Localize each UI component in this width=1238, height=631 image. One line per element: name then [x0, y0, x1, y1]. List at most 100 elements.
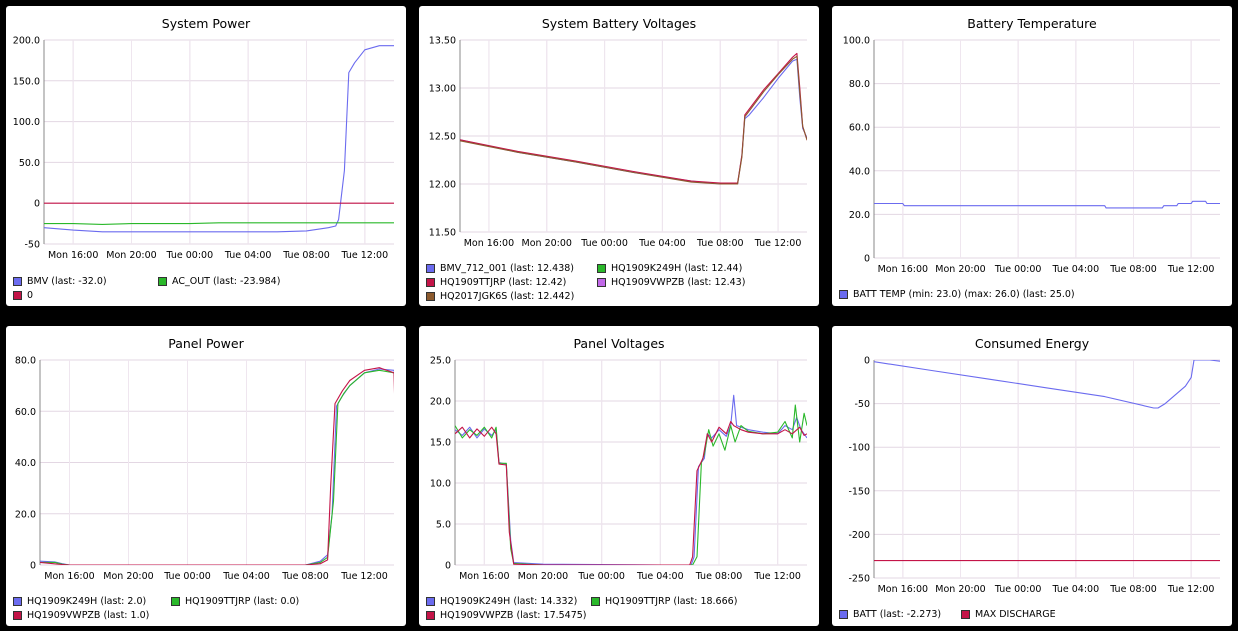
legend-label: HQ1909VWPZB (last: 17.5475)	[440, 610, 587, 621]
chart-title: System Power	[161, 16, 251, 31]
grid	[460, 39, 807, 233]
legend-item[interactable]: BMV_712_001 (last: 12.438)	[426, 262, 597, 275]
legend-item[interactable]: HQ1909TTJRP (last: 18.666)	[591, 595, 791, 608]
chart-panel-voltages[interactable]: 0 5.0 10.0 15.0 20.0 25.0 Mon 16:00 Mon 20:00 Tu…	[419, 326, 819, 626]
chart-title: System Battery Voltages	[541, 16, 697, 31]
x-tick-label: Mon 20:00	[103, 571, 153, 582]
legend-swatch	[13, 597, 22, 606]
legend-item[interactable]: MAX DISCHARGE	[961, 608, 1161, 621]
y-tick-label: 0	[34, 199, 40, 210]
chart-title: Panel Power	[168, 336, 244, 351]
y-tick-label: 12.00	[429, 180, 456, 191]
legend-label: HQ1909TTJRP (last: 0.0)	[185, 596, 300, 607]
y-tick-label: 13.00	[429, 84, 456, 95]
legend-swatch	[839, 610, 848, 619]
legend-item[interactable]: HQ1909VWPZB (last: 12.43)	[597, 276, 797, 289]
legend-item[interactable]: 0	[13, 289, 158, 302]
y-tick-label: -50	[24, 240, 40, 251]
y-tick-label: 100.0	[13, 117, 40, 128]
chart-title: Battery Temperature	[967, 16, 1097, 31]
x-tick-label: Tue 08:00	[696, 238, 744, 249]
legend-item[interactable]: BATT TEMP (min: 23.0) (max: 26.0) (last:…	[839, 288, 1139, 301]
chart-legend: BMV (last: -32.0) AC_OUT (last: -23.984) 0	[13, 275, 358, 302]
x-tick-label: Mon 16:00	[878, 264, 928, 275]
chart-legend: BMV_712_001 (last: 12.438) HQ1909K249H (l…	[426, 262, 797, 303]
chart-title: Consumed Energy	[974, 336, 1090, 351]
x-tick-label: Tue 08:00	[282, 250, 330, 261]
x-tick-label: Tue 08:00	[1109, 584, 1157, 595]
chart-system-battery-voltages[interactable]: 11.50 12.00 12.50 13.00 13.50 Mon 16:00 Mon 20…	[419, 6, 819, 306]
x-tick-label: Mon 16:00	[464, 238, 514, 249]
legend-item[interactable]: HQ1909K249H (last: 14.332)	[426, 595, 591, 608]
legend-item[interactable]: AC_OUT (last: -23.984)	[158, 275, 358, 288]
y-tick-label: 60.0	[849, 123, 870, 134]
legend-swatch	[426, 611, 435, 620]
chart-battery-temperature[interactable]: 0 20.0 40.0 60.0 80.0 100.0 Mon 16:00 Mon 20:00…	[832, 6, 1232, 306]
legend-item[interactable]: HQ1909VWPZB (last: 1.0)	[13, 609, 171, 622]
legend-swatch	[597, 264, 606, 273]
x-tick-label: Tue 12:00	[1167, 264, 1215, 275]
series-group	[874, 200, 1220, 209]
x-tick-label: Mon 20:00	[106, 250, 156, 261]
x-tick-label: Tue 04:00	[222, 571, 270, 582]
chart-panel-power[interactable]: 0 20.0 40.0 60.0 80.0 Mon 16:00 Mon 20:00 Tue 0…	[6, 326, 406, 626]
y-tick-label: 0	[30, 561, 36, 572]
grid	[874, 39, 1220, 259]
legend-label: BMV_712_001 (last: 12.438)	[440, 263, 575, 274]
y-tick-label: 40.0	[849, 166, 870, 177]
legend-label: HQ1909VWPZB (last: 1.0)	[27, 610, 150, 621]
x-tick-label: Tue 12:00	[753, 571, 801, 582]
y-tick-label: 20.0	[15, 509, 36, 520]
x-tick-label: Tue 00:00	[577, 571, 625, 582]
legend-swatch	[171, 597, 180, 606]
legend-label: HQ1909VWPZB (last: 12.43)	[611, 277, 746, 288]
panel-panel-power: Panel Power 0 20.0 40.0 60.0 80.0 Mon 16:00 Mo…	[6, 326, 406, 626]
x-tick-label: Mon 16:00	[878, 584, 928, 595]
grid	[44, 39, 394, 245]
x-tick-label: Tue 12:00	[754, 238, 802, 249]
legend-label: BMV (last: -32.0)	[27, 276, 107, 287]
y-tick-label: 150.0	[13, 76, 40, 87]
legend-item[interactable]: BATT (last: -2.273)	[839, 608, 961, 621]
chart-legend: BATT (last: -2.273) MAX DISCHARGE	[839, 608, 1161, 621]
grid	[874, 359, 1220, 579]
chart-system-power[interactable]: -50 0 50.0 100.0 150.0 200.0 Mon 16:00 Mon 20:0…	[6, 6, 406, 306]
legend-swatch	[426, 264, 435, 273]
y-tick-label: 10.0	[430, 479, 451, 490]
y-tick-label: 13.50	[429, 36, 456, 47]
chart-consumed-energy[interactable]: -250 -200 -150 -100 -50 0 Mon 16:00 Mon 20:00 Tu…	[832, 326, 1232, 626]
series-line	[874, 200, 1220, 209]
legend-item[interactable]: HQ1909TTJRP (last: 12.42)	[426, 276, 597, 289]
y-tick-label: -150	[848, 486, 870, 497]
legend-swatch	[426, 292, 435, 301]
panel-system-power: System Power -50 0 50.0 100.0 150.0 200.0 Mon …	[6, 6, 406, 306]
legend-label: BATT (last: -2.273)	[853, 609, 942, 620]
y-tick-label: 15.0	[430, 438, 451, 449]
legend-item[interactable]: HQ1909VWPZB (last: 17.5475)	[426, 609, 591, 622]
series-line	[874, 360, 1220, 409]
x-tick-label: Tue 04:00	[636, 571, 684, 582]
series-line	[455, 404, 807, 565]
legend-item[interactable]: HQ1909K249H (last: 12.44)	[597, 262, 797, 275]
y-tick-label: -200	[848, 530, 870, 541]
legend-label: HQ1909TTJRP (last: 18.666)	[605, 596, 738, 607]
legend-item[interactable]: BMV (last: -32.0)	[13, 275, 158, 288]
legend-item[interactable]: HQ2017JGK6S (last: 12.442)	[426, 290, 597, 303]
chart-legend: BATT TEMP (min: 23.0) (max: 26.0) (last:…	[839, 288, 1139, 301]
x-tick-label: Tue 04:00	[1052, 584, 1100, 595]
legend-item[interactable]: HQ1909TTJRP (last: 0.0)	[171, 595, 371, 608]
x-tick-label: Mon 16:00	[44, 571, 94, 582]
legend-label: HQ2017JGK6S (last: 12.442)	[440, 291, 575, 302]
y-tick-label: 11.50	[429, 228, 456, 239]
y-tick-label: -50	[854, 399, 870, 410]
y-tick-label: 60.0	[15, 407, 36, 418]
y-tick-label: 50.0	[19, 158, 40, 169]
series-group	[40, 367, 394, 565]
chart-legend: HQ1909K249H (last: 14.332) HQ1909TTJRP (l…	[426, 595, 791, 622]
x-tick-label: Tue 00:00	[163, 571, 211, 582]
x-tick-label: Tue 04:00	[224, 250, 272, 261]
legend-item[interactable]: HQ1909K249H (last: 2.0)	[13, 595, 171, 608]
legend-label: HQ1909K249H (last: 12.44)	[611, 263, 743, 274]
series-line	[40, 369, 394, 565]
series-line	[460, 55, 807, 185]
